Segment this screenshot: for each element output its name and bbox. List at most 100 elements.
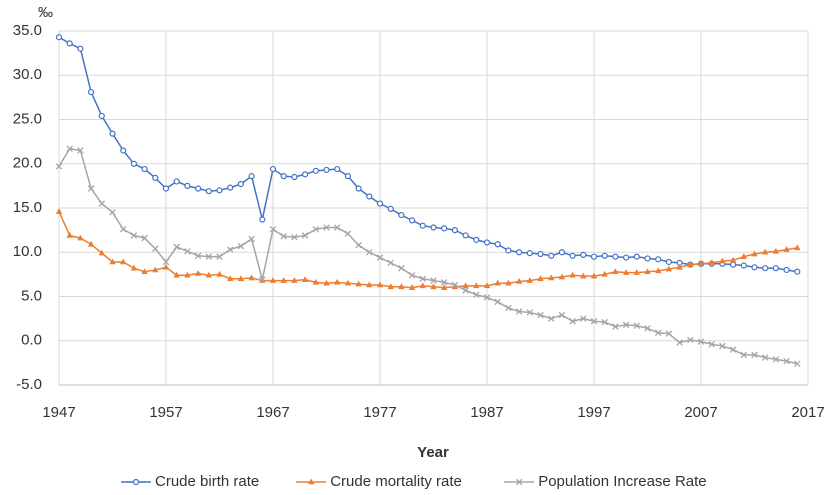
point bbox=[323, 224, 330, 231]
x-tick-label: 1967 bbox=[256, 404, 289, 421]
point bbox=[687, 336, 694, 344]
point bbox=[130, 160, 137, 167]
point bbox=[87, 240, 95, 247]
point bbox=[66, 145, 73, 152]
point bbox=[719, 342, 726, 350]
point bbox=[269, 165, 277, 173]
point bbox=[55, 163, 63, 170]
point bbox=[366, 248, 373, 256]
point bbox=[612, 253, 619, 260]
point bbox=[130, 232, 138, 239]
point bbox=[558, 273, 566, 280]
point bbox=[87, 185, 95, 192]
point bbox=[248, 274, 255, 281]
series-line bbox=[58, 211, 798, 289]
point bbox=[194, 269, 202, 276]
point bbox=[77, 147, 84, 154]
point bbox=[494, 241, 501, 248]
y-unit: ‰ bbox=[38, 4, 53, 21]
y-tick-label: 25.0 bbox=[13, 110, 42, 127]
x-tick-label: 2007 bbox=[684, 404, 717, 421]
point bbox=[194, 252, 202, 260]
point bbox=[655, 267, 662, 274]
point bbox=[291, 173, 298, 181]
point bbox=[419, 275, 427, 283]
point bbox=[334, 278, 341, 285]
point bbox=[205, 253, 213, 260]
point bbox=[590, 318, 598, 325]
point bbox=[537, 275, 544, 282]
point bbox=[548, 252, 555, 259]
point bbox=[216, 253, 223, 260]
point bbox=[291, 277, 298, 283]
y-tick-label: -5.0 bbox=[16, 376, 42, 393]
point bbox=[152, 174, 159, 182]
point bbox=[430, 224, 437, 231]
point bbox=[526, 309, 534, 316]
point bbox=[794, 244, 801, 251]
point bbox=[302, 171, 309, 178]
point bbox=[162, 263, 170, 270]
point bbox=[98, 200, 106, 207]
point bbox=[515, 277, 523, 284]
point bbox=[505, 304, 512, 312]
point bbox=[772, 356, 780, 363]
point bbox=[77, 234, 84, 241]
y-tick-label: 5.0 bbox=[21, 287, 42, 304]
point bbox=[772, 247, 780, 254]
point bbox=[783, 266, 790, 274]
point bbox=[109, 258, 116, 265]
point bbox=[729, 346, 737, 353]
point bbox=[526, 277, 533, 283]
point bbox=[301, 276, 309, 282]
point bbox=[494, 279, 501, 286]
point bbox=[195, 185, 202, 192]
point bbox=[269, 225, 277, 233]
point bbox=[451, 227, 458, 234]
point bbox=[751, 250, 758, 257]
point bbox=[644, 268, 651, 275]
point bbox=[537, 311, 544, 319]
series-line bbox=[58, 147, 798, 365]
point bbox=[729, 261, 737, 268]
legend-item: Population Increase Rate bbox=[504, 473, 707, 490]
legend-label: Population Increase Rate bbox=[538, 473, 706, 490]
point bbox=[505, 279, 512, 286]
point bbox=[537, 250, 544, 258]
point bbox=[483, 282, 491, 289]
point bbox=[366, 193, 373, 200]
point bbox=[473, 291, 480, 298]
x-tick-label: 1997 bbox=[577, 404, 610, 421]
y-tick-label: 15.0 bbox=[13, 199, 42, 216]
point bbox=[409, 217, 416, 224]
point bbox=[794, 268, 801, 275]
point bbox=[751, 264, 758, 271]
point bbox=[665, 258, 673, 266]
point bbox=[312, 167, 319, 174]
point bbox=[408, 272, 416, 279]
point bbox=[216, 187, 223, 194]
point bbox=[419, 222, 426, 229]
point bbox=[173, 243, 180, 251]
point bbox=[120, 258, 127, 265]
point bbox=[761, 354, 769, 361]
point bbox=[622, 254, 630, 261]
point bbox=[376, 200, 384, 207]
point bbox=[451, 283, 459, 290]
point bbox=[130, 264, 138, 271]
point bbox=[440, 279, 448, 286]
point bbox=[590, 272, 598, 279]
y-tick-label: 35.0 bbox=[13, 22, 42, 39]
point bbox=[237, 181, 244, 188]
point bbox=[344, 173, 351, 180]
point bbox=[376, 281, 384, 288]
point bbox=[515, 308, 523, 315]
point bbox=[280, 233, 287, 240]
point bbox=[676, 339, 683, 346]
point bbox=[98, 249, 105, 256]
point bbox=[654, 329, 662, 337]
point bbox=[580, 251, 587, 259]
point bbox=[601, 318, 608, 326]
point bbox=[387, 283, 394, 290]
